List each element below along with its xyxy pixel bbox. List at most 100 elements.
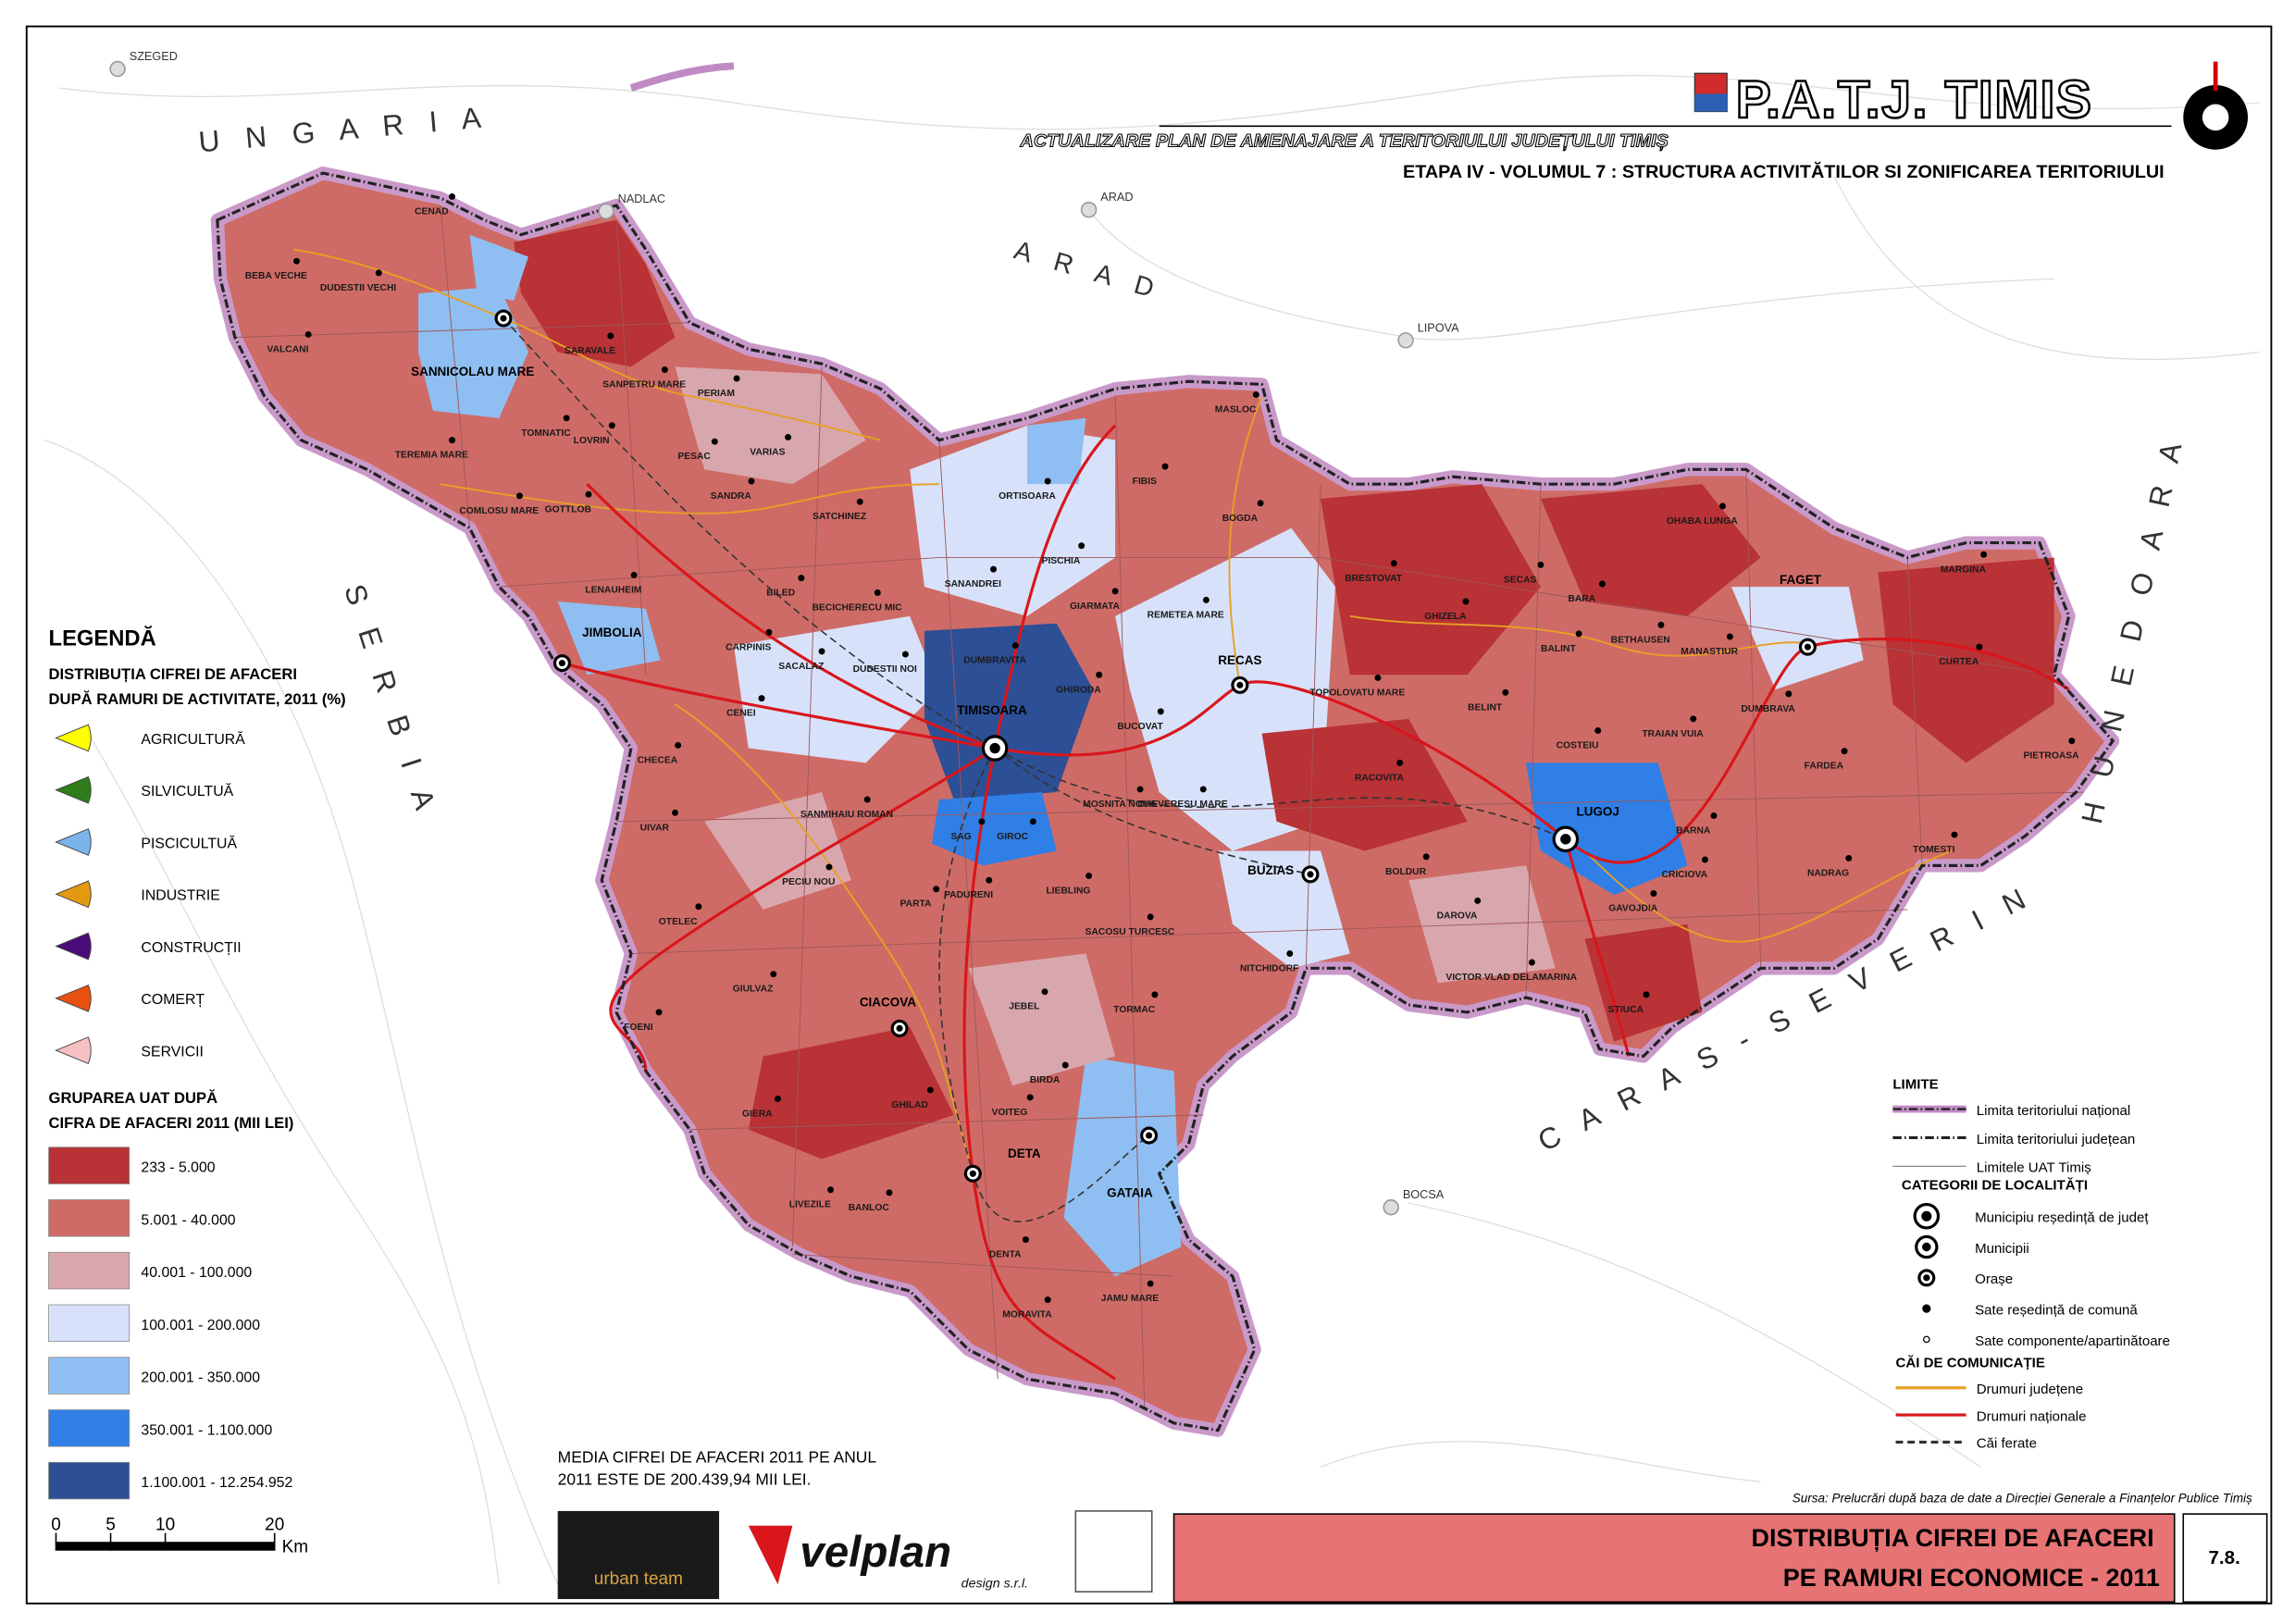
city-label: ARAD [1100, 191, 1133, 204]
commune-label: PISCHIA [1042, 556, 1081, 566]
commune-marker [1151, 991, 1159, 998]
sector-label: SERVICII [141, 1044, 204, 1060]
commune-label: NITCHIDORF [1240, 964, 1299, 974]
commune-label: PADURENI [944, 890, 993, 900]
uat-zone [1261, 718, 1468, 851]
logo-velplan-mark [748, 1525, 793, 1585]
settlement-sample [1923, 1335, 1930, 1344]
commune-label: SANPETRU MARE [602, 380, 686, 391]
commune-label: OHABA LUNGA [1667, 516, 1738, 527]
commune-label: DUMBRAVITA [963, 656, 1026, 666]
commune-label: CRICIOVA [1661, 870, 1707, 880]
commune-label: COSTEIU [1557, 741, 1599, 751]
commune-label: STIUCA [1608, 1005, 1644, 1015]
uat-zone [514, 219, 676, 367]
source: Sursa: Prelucrări după baza de date a Di… [1793, 1491, 2252, 1505]
commune-marker [1980, 551, 1988, 558]
commune-marker [1718, 502, 1726, 510]
commune-label: MOSNITA NOUA [1083, 800, 1157, 810]
city-label: NADLAC [618, 192, 665, 205]
limit-label: Limita teritoriului național [1977, 1103, 2130, 1119]
class-label: 350.001 - 1.100.000 [141, 1422, 272, 1438]
settlement-label: Municipii [1975, 1241, 2029, 1257]
town-label: DETA [1008, 1147, 1041, 1160]
commune-label: SARAVALE [564, 346, 615, 356]
road-label: Drumuri naționale [1977, 1408, 2087, 1424]
commune-marker [1474, 897, 1482, 904]
commune-marker [711, 438, 718, 445]
commune-label: PESAC [677, 452, 711, 462]
uat-zone [1584, 924, 1703, 1042]
commune-label: REMETEA MARE [1148, 610, 1224, 620]
class-swatch [48, 1461, 130, 1500]
limit-label: Limitele UAT Timiș [1977, 1160, 2091, 1176]
town-label: LUGOJ [1577, 804, 1619, 818]
commune-label: CURTEA [1939, 657, 1979, 667]
sector-swatch [55, 1036, 92, 1065]
sector-legend: AGRICULTURĂ SILVICULTUĂ PISCICULTUĂ INDUSTR… [55, 724, 245, 1065]
commune-marker [1951, 831, 1958, 838]
commune-label: LOVRIN [574, 436, 610, 446]
class-swatch [48, 1409, 130, 1447]
commune-marker [695, 903, 702, 911]
commune-label: TORMAC [1113, 1005, 1156, 1015]
county-roads [293, 248, 1953, 1174]
town-marker-core [1307, 871, 1314, 878]
compass [2183, 61, 2249, 150]
commune-marker [1422, 853, 1430, 861]
class-label: 5.001 - 40.000 [141, 1212, 235, 1228]
legend-title: LEGENDĂ [49, 626, 156, 651]
commune-label: FIBIS [1133, 477, 1157, 487]
class-legend: 233 - 5.000 5.001 - 40.000 40.001 - 100.00… [48, 1147, 292, 1500]
commune-marker [874, 589, 881, 596]
settlement-label: Sate componente/apartinătoare [1975, 1333, 2170, 1349]
commune-label: BOGDA [1222, 514, 1259, 524]
town-label: JIMBOLIA [582, 626, 642, 639]
commune-marker [886, 1189, 893, 1196]
commune-marker [818, 648, 825, 655]
commune-marker [933, 886, 940, 893]
commune-label: BUCOVAT [1117, 722, 1163, 732]
class-swatch [48, 1304, 130, 1343]
town-label: TIMISOARA [957, 703, 1027, 717]
commune-marker [1044, 1296, 1051, 1304]
commune-marker [608, 422, 615, 429]
commune-marker [1257, 500, 1264, 507]
header-title: P.A.T.J. TIMIS [1736, 70, 2093, 130]
commune-marker [748, 477, 755, 485]
commune-marker [733, 375, 740, 382]
commune-marker [1701, 856, 1708, 863]
scale-unit: Km [282, 1537, 309, 1556]
commune-label: CENEI [726, 709, 756, 719]
sector-swatch [55, 880, 92, 909]
commune-label: MASLOC [1215, 404, 1257, 415]
uat-zone [469, 234, 528, 301]
town-label: SANNICOLAU MARE [411, 365, 534, 378]
settlement-label: Sate reședință de comună [1975, 1302, 2138, 1318]
commune-label: VOITEG [992, 1108, 1028, 1118]
sector-swatch [55, 828, 92, 856]
class-swatch [48, 1199, 130, 1237]
uat-zone [1218, 850, 1350, 969]
class-swatch [48, 1251, 130, 1290]
commune-marker [1537, 561, 1544, 568]
commune-label: FOENI [624, 1023, 653, 1033]
logo-urban-text: urban team [594, 1569, 683, 1589]
scale-tick-label: 10 [155, 1516, 175, 1535]
sheet-number: 7.8. [2208, 1547, 2239, 1568]
commune-marker [1147, 1280, 1154, 1287]
city-marker [598, 203, 614, 220]
commune-label: COMLOSU MARE [459, 506, 539, 516]
settlement-label: Municipiu reședință de județ [1975, 1210, 2149, 1226]
commune-label: TRAIAN VUIA [1642, 729, 1704, 739]
commune-marker [765, 628, 773, 636]
commune-marker [1078, 542, 1085, 550]
legend-heading: LIMITE [1892, 1076, 1938, 1092]
commune-marker [1044, 477, 1051, 485]
class-label: 233 - 5.000 [141, 1160, 215, 1176]
commune-label: GHIRODA [1056, 685, 1101, 695]
town-marker-core [500, 315, 507, 322]
commune-marker [1111, 588, 1119, 595]
commune-label: MANASTIUR [1681, 647, 1738, 657]
commune-marker [1575, 630, 1582, 638]
